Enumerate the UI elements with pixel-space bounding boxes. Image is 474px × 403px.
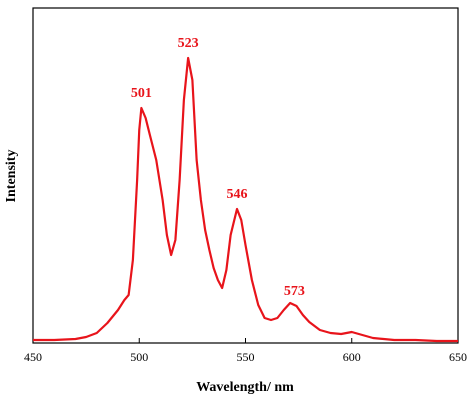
x-tick-label: 550: [237, 350, 255, 364]
plot-frame: [32, 7, 459, 344]
peak-label: 523: [178, 36, 199, 51]
x-tick-label: 600: [343, 350, 361, 364]
y-axis-label: Intensity: [4, 150, 19, 203]
peak-label: 546: [227, 187, 248, 202]
peak-label: 501: [131, 86, 152, 101]
x-axis-label: Wavelength/ nm: [196, 380, 294, 395]
spectrum-line: [33, 56, 458, 343]
x-tick-label: 500: [130, 350, 148, 364]
x-tick-label: 650: [449, 350, 467, 364]
peak-label: 573: [284, 284, 305, 299]
x-tick-label: 450: [24, 350, 42, 364]
